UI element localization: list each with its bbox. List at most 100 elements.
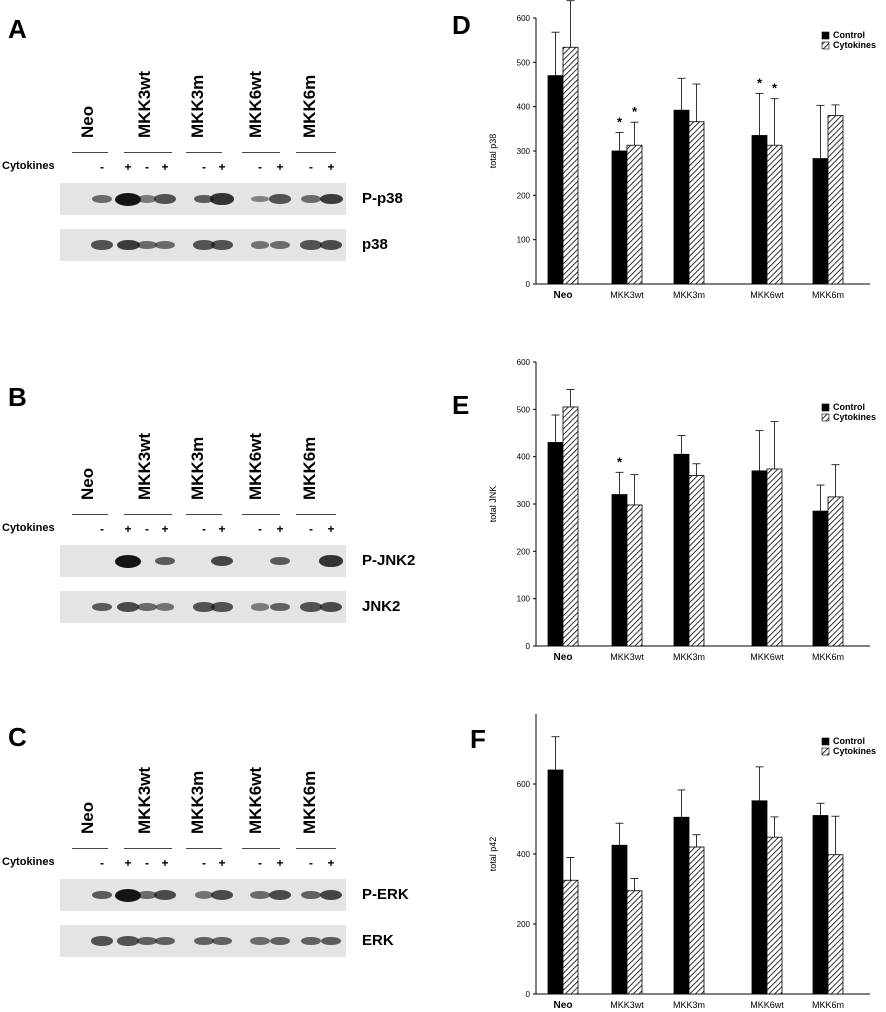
legend-swatch-cytokines [821,41,830,50]
lane-group-line [242,152,280,153]
blot-band [115,192,141,206]
blot-band [155,936,175,946]
lane-group-line [242,848,280,849]
x-tick-label: MKK3m [673,290,705,300]
significance-asterisk: * [617,454,623,469]
minus-sign: - [309,856,313,870]
y-tick-label: 0 [526,990,531,999]
x-tick-label: MKK6m [812,290,844,300]
blot-band [300,240,322,250]
blot-band [270,602,290,612]
plus-sign: + [276,522,284,536]
blot-band [137,195,157,203]
y-tick-label: 0 [526,642,531,651]
blot-band [193,194,215,204]
lane-label-mkk6wt: MKK6wt [246,70,265,138]
y-tick-label: 400 [517,850,531,859]
lane-label-neo: Neo [78,105,97,138]
blot-strip-erk [60,925,346,957]
bar-cytokines-mkk6m [827,496,844,647]
plus-sign: + [327,160,335,174]
plus-sign: + [161,856,169,870]
lane-group-line [186,152,222,153]
bar-control-mkk3wt [611,150,628,285]
minus-sign: - [100,160,104,174]
legend-swatch-control [821,737,830,746]
plus-sign: + [276,160,284,174]
band-label-p-erk: P-ERK [362,886,409,903]
y-tick-label: 200 [517,191,531,200]
lane-label-mkk6wt: MKK6wt [246,766,265,834]
blot-band [320,936,342,946]
bar-cytokines-mkk3wt [626,504,643,647]
lane-group-line [124,848,172,849]
legend-label-control: Control [833,736,865,746]
y-tick-label: 600 [517,780,531,789]
minus-sign: - [258,856,262,870]
bar-cytokines-mkk6m [827,115,844,285]
x-tick-label: MKK6wt [750,652,784,662]
x-tick-label: MKK3m [673,652,705,662]
y-axis-label: total p38 [488,134,498,169]
blot-strip-jnk2 [60,591,346,623]
lane-label-mkk6m: MKK6m [300,74,319,138]
blot-strip-p-p38 [60,183,346,215]
blot-band [319,889,343,901]
minus-sign: - [258,160,262,174]
bar-cytokines-mkk3wt [626,144,643,285]
bar-control-mkk6m [812,158,829,285]
minus-sign: - [202,522,206,536]
blot-band [115,888,141,902]
blot-band [116,239,140,251]
panel-letter-f: F [470,724,486,754]
blot-panel-b: Neo MKK3wt MKK3m MKK6wt MKK6m Cytokines - + - + - +… [0,362,430,632]
band-label-p-jnk2: P-JNK2 [362,552,416,569]
bar-control-neo [547,75,564,285]
bar-cytokines-mkk6wt [766,144,783,285]
lane-group-line [296,514,336,515]
blot-band [194,936,214,946]
panel-letter-d: D [452,10,471,40]
plus-sign: + [276,856,284,870]
blot-band [137,602,157,612]
plus-sign: + [327,856,335,870]
blot-band [194,891,214,899]
blot-band [211,890,233,900]
blot-band [117,936,139,946]
lane-label-mkk3wt: MKK3wt [135,766,154,834]
plus-sign: + [161,160,169,174]
blot-band [155,603,175,611]
minus-sign: - [145,522,149,536]
plus-sign: + [218,856,226,870]
legend-swatch-control [821,31,830,40]
minus-sign: - [202,856,206,870]
lane-group-line [124,514,172,515]
panel-letter-a: A [8,14,27,44]
blot-band [91,240,113,250]
plus-sign: + [124,522,132,536]
legend-label-control: Control [833,402,865,412]
minus-sign: - [202,160,206,174]
y-tick-label: 400 [517,103,531,112]
blot-band [115,554,141,568]
bar-control-neo [547,769,564,995]
plus-sign: + [124,160,132,174]
blot-band [212,936,232,946]
lane-label-mkk6wt: MKK6wt [246,432,265,500]
minus-sign: - [145,856,149,870]
x-tick-label: MKK3wt [610,290,644,300]
x-tick-label: MKK3wt [610,652,644,662]
bar-control-mkk6wt [751,135,768,285]
blot-band [300,602,322,612]
legend-label-cytokines: Cytokines [833,412,876,422]
lane-label-neo: Neo [78,801,97,834]
bar-control-mkk6wt [751,800,768,995]
blot-band [117,602,139,612]
bar-cytokines-neo [562,46,579,285]
y-tick-label: 100 [517,595,531,604]
blot-band [210,555,234,567]
minus-sign: - [309,160,313,174]
lane-label-mkk3m: MKK3m [188,770,207,834]
band-label-p38: p38 [362,236,388,253]
plus-sign: + [218,522,226,536]
